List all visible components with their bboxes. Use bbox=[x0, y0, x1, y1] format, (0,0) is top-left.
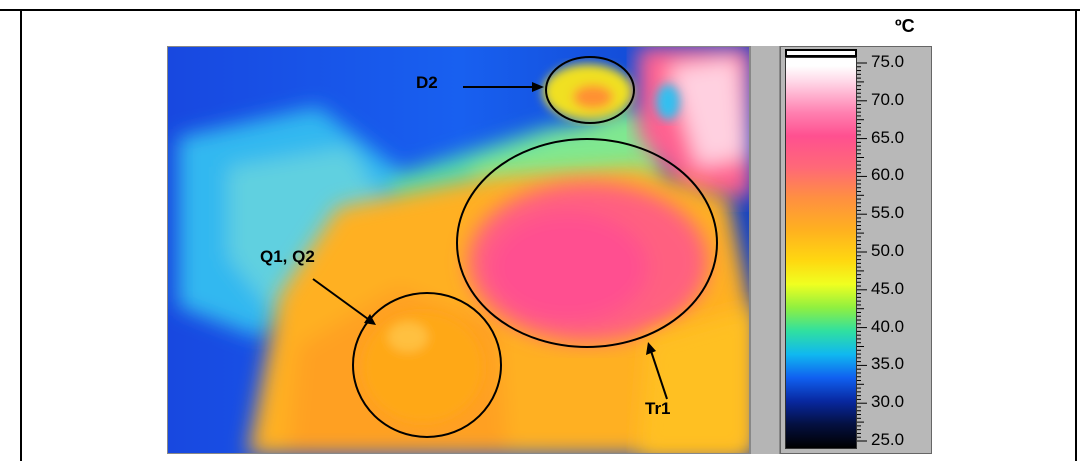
scale-tick-label: 35.0 bbox=[871, 354, 905, 374]
d2-circle bbox=[545, 56, 635, 124]
scale-max-marker bbox=[785, 49, 857, 57]
scale-tick-label: 65.0 bbox=[871, 127, 905, 147]
scale-tick-label: 25.0 bbox=[871, 430, 905, 449]
scale-separator bbox=[750, 46, 780, 454]
scale-tick-label: 60.0 bbox=[871, 165, 905, 185]
q1q2-circle bbox=[352, 292, 502, 438]
label-d2: D2 bbox=[416, 73, 438, 92]
figure-heading-strip bbox=[0, 0, 1080, 11]
scale-tick-label: 70.0 bbox=[871, 89, 905, 109]
scale-tick-label: 40.0 bbox=[871, 316, 905, 336]
scale-ticks bbox=[857, 62, 867, 442]
label-tr1: Tr1 bbox=[645, 399, 671, 418]
thermal-image-svg bbox=[168, 47, 749, 453]
temperature-scale: 75.0 70.0 65.0 60.0 55.0 50.0 45.0 40.0 35.0 30.0… bbox=[780, 46, 932, 454]
scale-tick-label: 30.0 bbox=[871, 392, 905, 412]
thermal-image: D2 Q1, Q2 Tr1 bbox=[167, 46, 750, 454]
scale-tick-label: 45.0 bbox=[871, 278, 905, 298]
label-q1-q2: Q1, Q2 bbox=[260, 247, 315, 266]
unit-label: ºC bbox=[895, 16, 915, 36]
color-scale-bar bbox=[785, 57, 857, 449]
scale-tick-label: 50.0 bbox=[871, 241, 905, 260]
scale-tick-label: 55.0 bbox=[871, 203, 905, 223]
scale-tick-label: 75.0 bbox=[871, 52, 905, 71]
figure-frame bbox=[20, 9, 1077, 461]
tr1-circle bbox=[456, 138, 718, 348]
